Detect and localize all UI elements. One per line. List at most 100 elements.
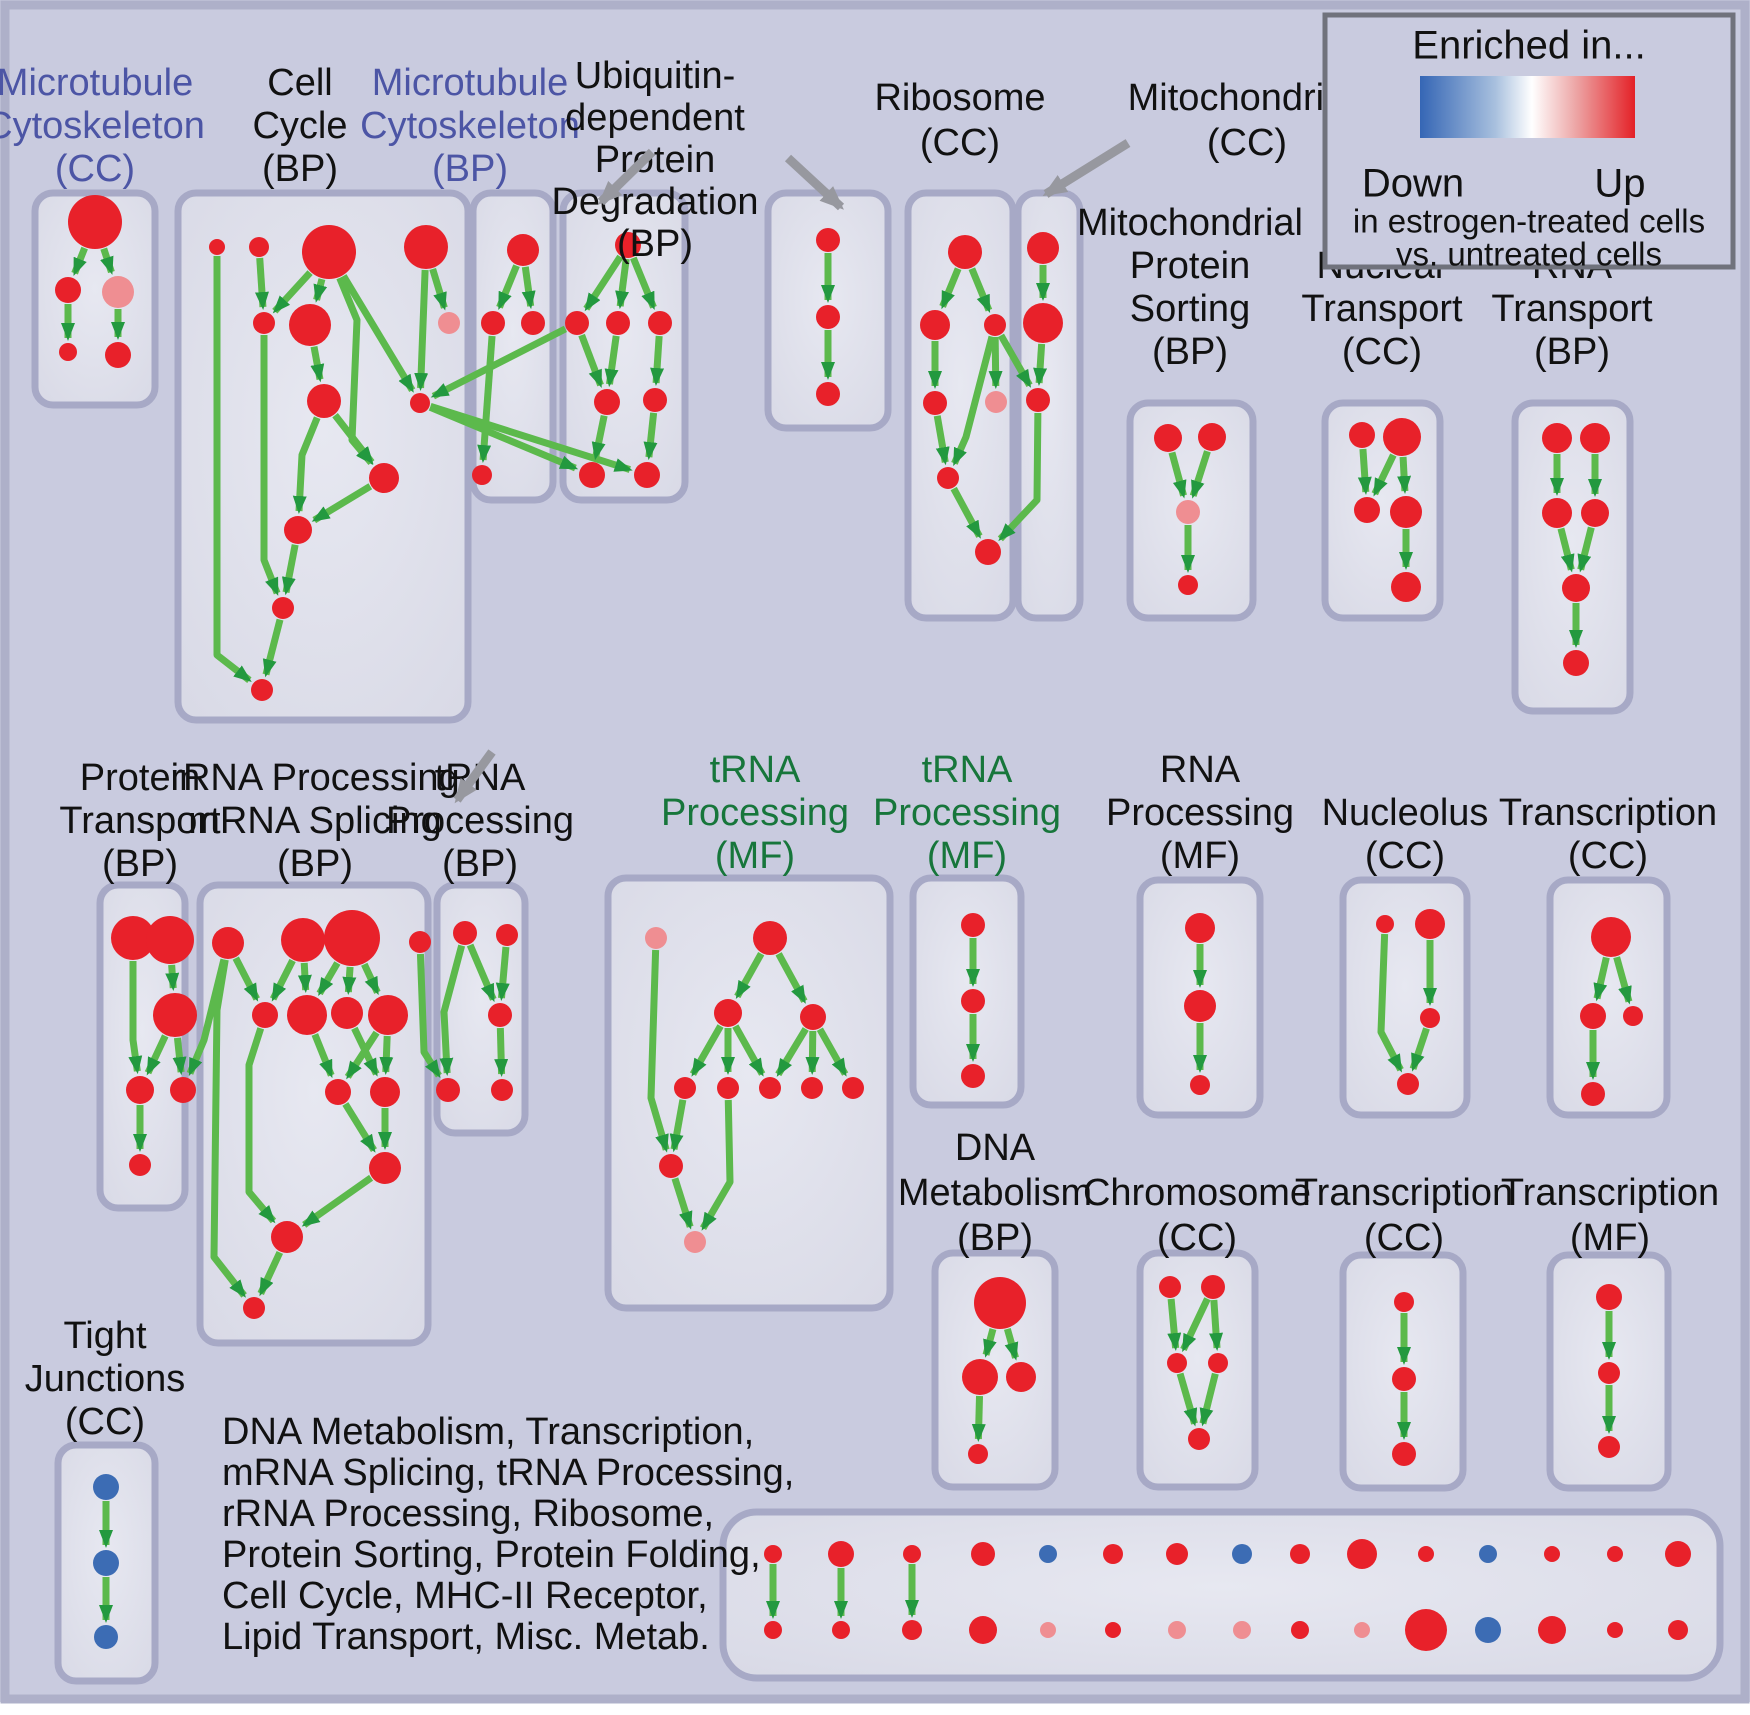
dna-metabolism-bp-label-line-2: Metabolism (898, 1172, 1092, 1214)
node-S3 (1178, 575, 1198, 595)
edge-MB0-MB2 (521, 266, 536, 310)
bottom-panel-node-top-4 (971, 1542, 995, 1566)
edge-B2-B4 (988, 336, 1003, 390)
edge-C9-C10 (311, 483, 373, 524)
edge-M1-M2 (1033, 343, 1048, 387)
edge-D0-D2 (1004, 1328, 1019, 1361)
edge-Q2-Q4 (1557, 527, 1575, 573)
node-Q2 (1542, 498, 1572, 528)
bottom-panel-node-top-1 (764, 1545, 782, 1563)
chromosome-cc-label-line-1: Chromosome (1083, 1172, 1311, 1214)
edge-P2-P3 (144, 1034, 169, 1076)
node-C5 (289, 304, 331, 346)
legend-down-label: Down (1362, 162, 1464, 206)
node-M2 (1026, 388, 1050, 412)
microtubule-cytoskeleton-cc-label-line-2: Cytoskeleton (0, 105, 205, 147)
tight-junctions-cc-label-line-2: Junctions (25, 1358, 186, 1400)
bottom-panel-node-bottom-2 (832, 1621, 850, 1639)
legend-subtitle-2: vs. untreated cells (1396, 236, 1662, 273)
node-Q3 (1581, 499, 1609, 527)
node-T4 (491, 1079, 513, 1101)
node-V0 (816, 228, 840, 252)
node-A0 (1185, 913, 1215, 943)
cell-cycle-bp-label-line-2: Cycle (252, 105, 347, 147)
edge-U2-U4 (604, 335, 620, 388)
edge-R3-T3 (416, 953, 442, 1079)
node-T3 (436, 1078, 460, 1102)
node-U0 (615, 232, 641, 258)
rrna-processing-mrna-splicing-bp-label-line-1: rRNA Processing (170, 757, 459, 799)
edge-P0-P3 (128, 961, 143, 1075)
node-P0 (111, 916, 155, 960)
node-S0 (1154, 424, 1182, 452)
edge-U0-U1 (583, 254, 624, 312)
rna-processing-mf-label-line-3: (MF) (1160, 835, 1240, 877)
edge-C11-C12 (262, 618, 284, 678)
trna-processing-bp-label-line-3: (BP) (442, 843, 518, 885)
node-Q0 (1542, 423, 1572, 453)
node-D2 (1006, 1362, 1036, 1392)
edge-G1-G2 (734, 951, 765, 1000)
rna-transport-bp-label-line-3: (BP) (1534, 331, 1610, 373)
edge-X2-X4 (1176, 1372, 1198, 1427)
node-R7 (368, 995, 408, 1035)
trna-processing-bp-label-line-2: Processing (386, 800, 574, 842)
bottom-panel-node-top-10 (1347, 1539, 1377, 1569)
protein-transport-bp-label-line-2: Transport (59, 800, 221, 842)
node-D1 (962, 1359, 998, 1395)
microtubule-cytoskeleton-cc-label-line-3: (CC) (55, 148, 135, 190)
edge-C2-C4 (272, 270, 313, 314)
shared-annotations-panel-box (719, 1508, 1724, 1682)
edge-G3-G6 (775, 1027, 809, 1077)
node-X1 (1201, 1275, 1225, 1299)
trna-processing-mf-2-label-line-2: Processing (873, 792, 1061, 834)
edge-X0-X2 (1167, 1298, 1182, 1352)
node-MB1 (481, 311, 505, 335)
node-X3 (1208, 1353, 1228, 1373)
node-G0 (645, 927, 667, 949)
edge-E0-E3 (1377, 933, 1404, 1073)
node-G9 (659, 1154, 683, 1178)
edge-Q3-Q4 (1577, 526, 1595, 573)
node-F0 (1591, 917, 1631, 957)
node-P3 (126, 1076, 154, 1104)
trna-processing-mf-1-label-line-1: tRNA (710, 749, 801, 791)
edge-F0-F1 (1593, 956, 1610, 1002)
edge-G2-G6 (732, 1024, 766, 1077)
ubiquitin-dependent-protein-degradation-bp-label-line-4: Degradation (551, 181, 758, 223)
legend-box (1322, 12, 1736, 270)
tight-junctions-cc-label-line-1: Tight (63, 1315, 147, 1357)
edge-G3-G7 (805, 1030, 820, 1075)
node-A2 (1190, 1075, 1210, 1095)
node-J2 (94, 1625, 118, 1649)
edge-T0-T3 (439, 944, 466, 1077)
node-C10 (284, 516, 312, 544)
bottom-panel-node-bottom-6 (1105, 1622, 1121, 1638)
edge-U3-U5 (650, 335, 665, 387)
transcription-cc-1-label-line-1: Transcription (1499, 792, 1717, 834)
node-B3 (923, 391, 947, 415)
node-E0 (1376, 915, 1394, 933)
caption-line-2: mRNA Splicing, tRNA Processing, (222, 1452, 794, 1494)
edge-R0-P4 (186, 958, 228, 1077)
ubiquitin-dependent-protein-degradation-bp-label-line-1: Ubiquitin- (575, 55, 736, 97)
edge-C0-C12 (213, 256, 252, 683)
protein-transport-bp-box (96, 881, 189, 1212)
node-R12 (243, 1297, 265, 1319)
microtubule-cytoskeleton-bp-label-line-2: Cytoskeleton (360, 105, 580, 147)
edge-G4-G9 (669, 1099, 687, 1153)
trna-processing-mf-2-label-line-1: tRNA (922, 749, 1013, 791)
bottom-panel-node-top-5 (1039, 1545, 1057, 1563)
node-U1 (565, 311, 589, 335)
bottom-panel-node-bottom-3 (902, 1620, 922, 1640)
node-A1 (1184, 990, 1216, 1022)
node-MB0 (507, 234, 539, 266)
bottom-panel-node-bottom-9 (1291, 1621, 1309, 1639)
edge-R10-R11 (301, 1174, 374, 1228)
caption-line-6: Lipid Transport, Misc. Metab. (222, 1616, 710, 1658)
node-T0 (453, 921, 477, 945)
caption-line-3: rRNA Processing, Ribosome, (222, 1493, 714, 1535)
bottom-panel-node-top-14 (1607, 1546, 1623, 1562)
